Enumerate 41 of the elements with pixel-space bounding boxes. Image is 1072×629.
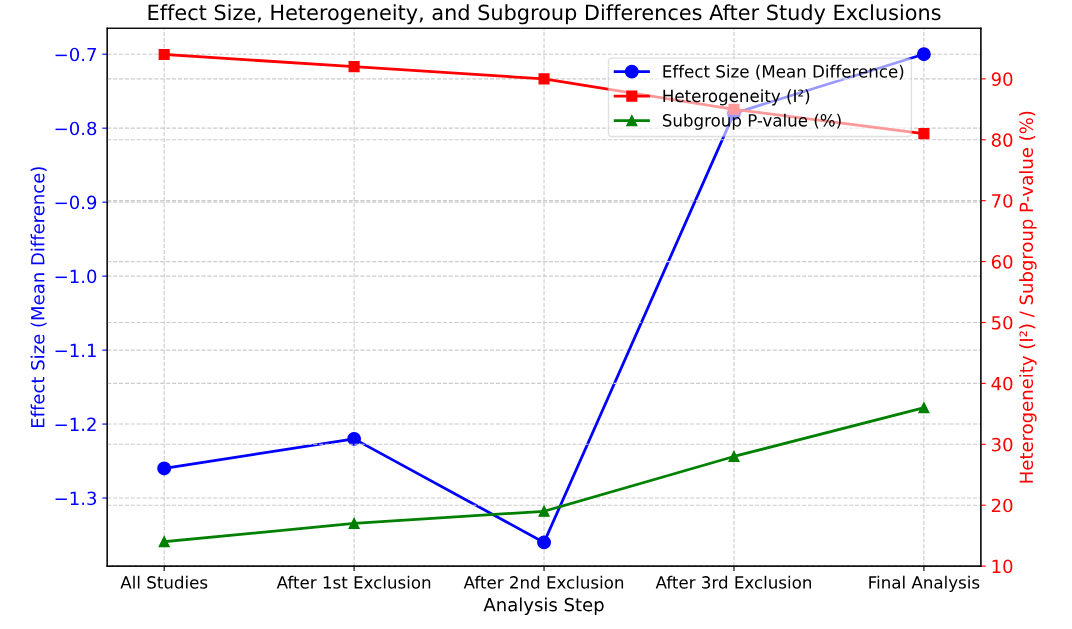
- y-tick-label: −0.9: [55, 195, 97, 210]
- point: [728, 450, 740, 463]
- point: [158, 536, 170, 548]
- y-tick-label: −1.1: [55, 343, 96, 357]
- point: [918, 128, 930, 140]
- y-tick-label: −1.0: [55, 269, 97, 284]
- point: [348, 517, 360, 530]
- y2-tick-label: 80: [991, 133, 1013, 147]
- x-tick-label: After 2nd Exclusion: [463, 575, 624, 589]
- x-tick-label: All Studies: [120, 575, 208, 589]
- point: [538, 505, 550, 517]
- y2-tick-label: 60: [991, 255, 1013, 269]
- point: [918, 402, 930, 414]
- point: [916, 47, 931, 62]
- y-tick-label: −1.2: [55, 417, 96, 431]
- y-tick-label: −1.3: [55, 491, 97, 506]
- y2-tick-label: 90: [991, 72, 1013, 86]
- y2-tick-label: 40: [991, 376, 1013, 391]
- x-axis-title: Analysis Step: [483, 597, 604, 615]
- y-tick-label: −0.7: [55, 47, 96, 62]
- point: [158, 48, 170, 61]
- x-tick-label: Final Analysis: [869, 575, 980, 592]
- x-tick-label: After 1st Exclusion: [276, 575, 431, 589]
- y2-tick-label: 70: [992, 194, 1013, 208]
- legend-label: Effect Size (Mean Difference): [663, 64, 904, 80]
- point: [157, 461, 172, 476]
- point: [538, 73, 550, 85]
- y2-tick-label: 20: [991, 498, 1013, 513]
- point: [537, 535, 551, 550]
- y2-tick-label: 50: [992, 315, 1013, 330]
- y2-tick-label: 10: [992, 559, 1013, 574]
- y2-tick-label: 30: [991, 437, 1013, 452]
- legend-label: Subgroup P-value (%): [662, 113, 841, 130]
- x-tick-label: After 3rd Exclusion: [655, 575, 811, 589]
- point: [347, 431, 362, 446]
- y-tick-label: −0.8: [55, 121, 97, 136]
- y-axis-title: Effect Size (Mean Difference): [30, 167, 47, 428]
- legend-label: Heterogeneity (I²): [663, 89, 810, 106]
- point: [348, 61, 360, 73]
- chart-title: Effect Size, Heterogeneity, and Subgroup Differences After Study Exclusions: [148, 4, 941, 25]
- y2-axis-title: Heterogeneity (I²) / Subgroup P-value (%): [1019, 111, 1037, 483]
